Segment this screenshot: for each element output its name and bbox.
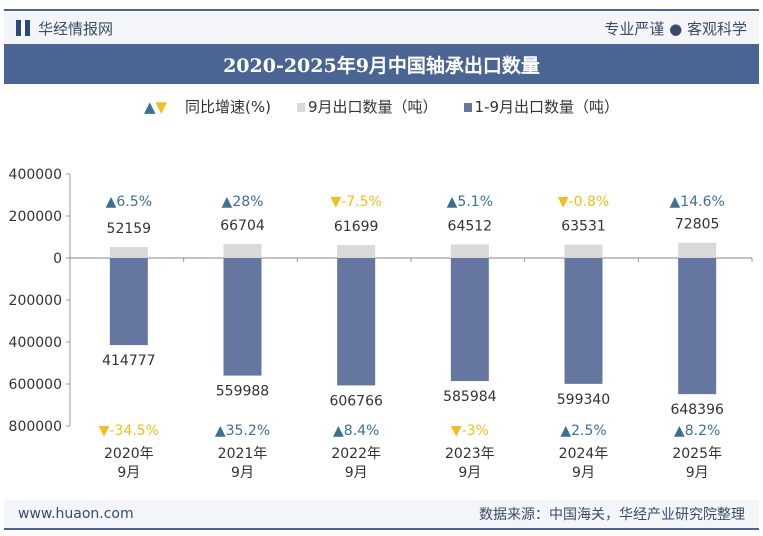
footer: www.huaon.com 数据来源：中国海关，华经产业研究院整理 [4,500,759,528]
y-tick-label: 800000 [9,419,62,435]
legend-cumulative-label: 1-9月出口数量（吨） [474,98,620,116]
x-tick-label-month: 9月 [458,465,481,481]
y-tick-label: 200000 [9,209,62,225]
cumulative-growth-label: ▲8.2% [674,423,720,439]
cumulative-growth-label: ▲35.2% [215,423,270,439]
cumulative-value-label: 585984 [443,389,497,405]
y-tick-label: 0 [53,251,62,267]
monthly-growth-label: ▲28% [222,194,264,210]
slogan: 专业严谨 ● 客观科学 [604,19,747,38]
chart-title: 2020-2025年9月中国轴承出口数量 [4,44,759,84]
x-tick-label-month: 9月 [231,465,254,481]
legend-monthly: 9月出口数量（吨） [297,96,438,117]
x-tick-label-year: 2024年 [559,446,609,462]
bar-monthly [678,242,717,258]
legend-swatch [463,103,472,112]
monthly-growth-label: ▼-0.8% [558,194,609,210]
y-tick-label: 400000 [9,167,62,183]
bar-cumulative [450,258,489,382]
cumulative-growth-label: ▼-34.5% [99,423,159,439]
legend-growth: ▲▼ 同比增速(%) [144,96,271,117]
bar-cumulative [223,258,262,376]
x-tick-label-year: 2021年 [218,446,268,462]
logo-icon [16,20,30,36]
monthly-value-label: 61699 [334,219,379,235]
legend-monthly-label: 9月出口数量（吨） [308,98,438,116]
cumulative-value-label: 414777 [102,353,155,369]
monthly-growth-label: ▲6.5% [106,194,152,210]
legend-growth-label: 同比增速(%) [185,98,271,116]
cumulative-value-label: 599340 [557,392,610,408]
cumulative-value-label: 648396 [670,402,724,418]
bar-monthly [109,247,148,258]
bar-monthly [564,244,603,258]
x-tick-label-month: 9月 [686,465,709,481]
footer-url[interactable]: www.huaon.com [18,506,134,522]
y-tick-label: 600000 [9,377,62,393]
y-tick-label: 200000 [9,293,62,309]
y-tick-label: 400000 [9,335,62,351]
x-tick-label-year: 2020年 [104,446,154,462]
header: 华经情报网 专业严谨 ● 客观科学 [4,12,759,44]
data-source: 数据来源：中国海关，华经产业研究院整理 [479,507,745,523]
legend: ▲▼ 同比增速(%) 9月出口数量（吨） 1-9月出口数量（吨） [0,96,763,117]
monthly-growth-label: ▼-7.5% [330,194,381,210]
legend-cumulative: 1-9月出口数量（吨） [463,96,620,117]
bar-cumulative [337,258,376,386]
up-triangle-icon: ▲ [143,98,156,116]
monthly-value-label: 64512 [448,218,493,234]
cumulative-value-label: 606766 [329,393,383,409]
bar-monthly [337,245,376,258]
bottom-border [4,528,759,530]
x-tick-label-month: 9月 [117,465,140,481]
legend-swatch [297,103,305,112]
cumulative-value-label: 559988 [216,384,269,400]
top-border [4,9,759,11]
bar-cumulative [678,258,717,395]
cumulative-growth-label: ▼-3% [451,423,489,439]
x-tick-label-month: 9月 [572,465,595,481]
monthly-value-label: 52159 [107,221,152,237]
cumulative-growth-label: ▲2.5% [560,423,606,439]
monthly-value-label: 63531 [561,219,606,235]
monthly-value-label: 66704 [220,218,265,234]
monthly-growth-label: ▲5.1% [447,194,493,210]
bar-cumulative [109,258,148,346]
cumulative-growth-label: ▲8.4% [333,423,379,439]
x-tick-label-year: 2022年 [331,446,381,462]
monthly-growth-label: ▲14.6% [670,194,725,210]
down-triangle-icon: ▼ [155,98,168,116]
bar-cumulative [564,258,603,384]
brand-logo: 华经情报网 [16,18,113,39]
x-tick-label-month: 9月 [345,465,368,481]
monthly-value-label: 72805 [675,217,720,233]
brand-name: 华经情报网 [38,19,114,38]
x-tick-label-year: 2025年 [672,446,722,462]
x-tick-label-year: 2023年 [445,446,495,462]
bar-monthly [450,244,489,258]
bar-monthly [223,243,262,258]
